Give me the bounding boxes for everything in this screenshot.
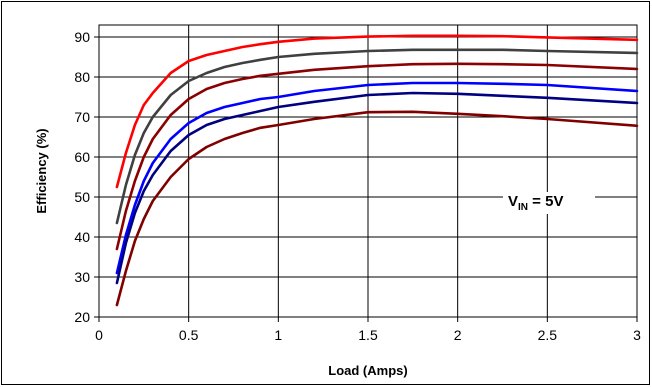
x-tick-labels: 0 0.5 1 1.5 2 2.5 3 <box>95 327 641 343</box>
y-tick-label: 90 <box>74 29 90 45</box>
horizontal-gridlines <box>94 36 637 318</box>
annotation-vin: VIN = 5V <box>503 192 595 214</box>
annotation-rest: = 5V <box>528 193 563 210</box>
x-tick-label: 2 <box>454 327 462 343</box>
y-axis-label: Efficiency (%) <box>34 128 49 213</box>
series-line-3 <box>115 62 639 251</box>
y-tick-label: 70 <box>74 109 90 125</box>
x-tick-label: 1.5 <box>358 327 378 343</box>
annotation-subscript: IN <box>518 202 528 213</box>
annotation-text: VIN = 5V <box>508 193 563 213</box>
series-line-2 <box>115 48 639 225</box>
series-line-5 <box>115 91 639 285</box>
x-tick-label: 1 <box>274 327 282 343</box>
plot-area-border <box>98 24 638 318</box>
series-line-6 <box>115 110 639 307</box>
y-tick-label: 50 <box>74 189 90 205</box>
y-tick-label: 40 <box>74 229 90 245</box>
annotation-main: V <box>508 193 518 210</box>
y-tick-labels: 20 30 40 50 60 70 80 90 <box>74 29 90 325</box>
y-tick-label: 20 <box>74 309 90 325</box>
series-line-4 <box>115 81 639 275</box>
x-tick-label: 2.5 <box>538 327 558 343</box>
x-axis-label: Load (Amps) <box>328 363 407 378</box>
y-tick-label: 30 <box>74 269 90 285</box>
y-tick-label: 80 <box>74 69 90 85</box>
series-line-1 <box>115 34 639 189</box>
y-tick-label: 60 <box>74 149 90 165</box>
x-tick-label: 0 <box>95 327 103 343</box>
x-tick-label: 3 <box>633 327 641 343</box>
x-tick-label: 0.5 <box>179 327 199 343</box>
series-lines <box>115 34 639 307</box>
